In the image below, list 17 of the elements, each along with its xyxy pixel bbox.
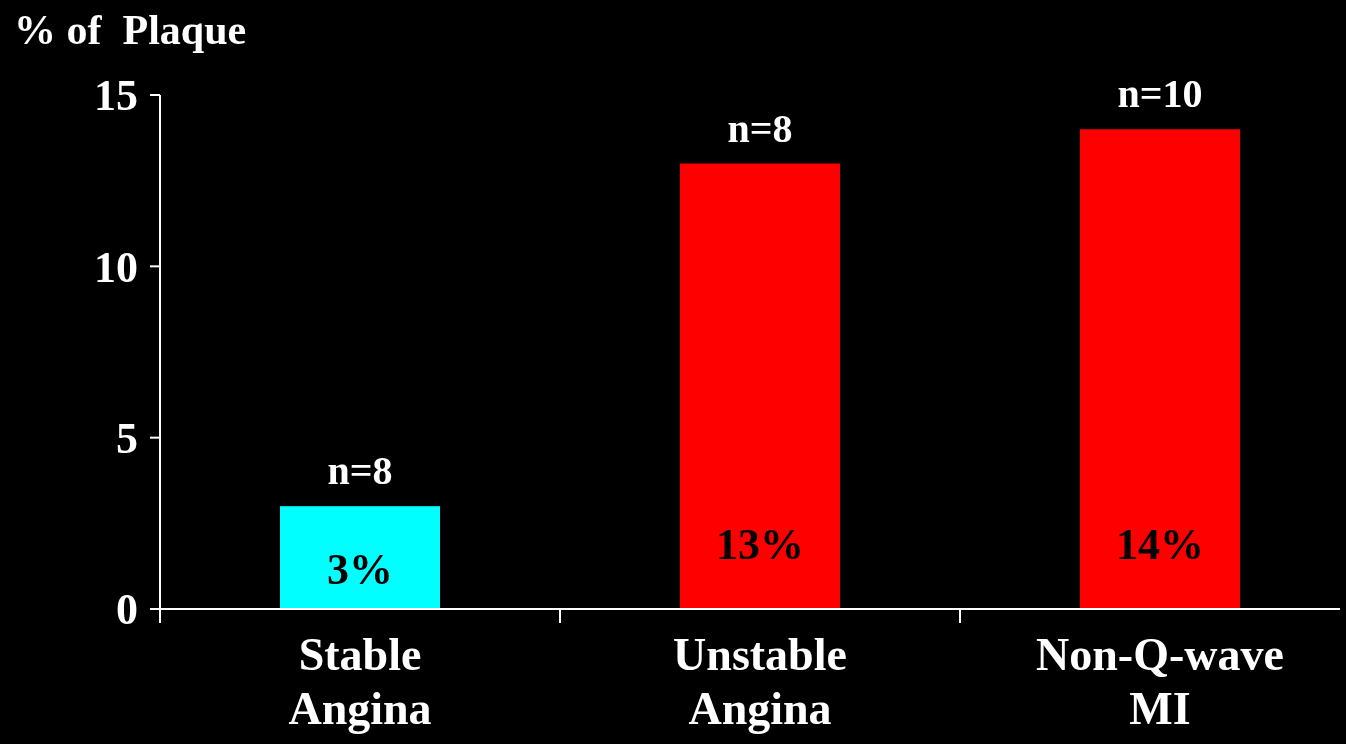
data-label: 14% (1116, 520, 1204, 569)
y-tick-label: 5 (116, 414, 138, 464)
annotation: n=8 (327, 448, 393, 494)
data-label: 13% (716, 520, 804, 569)
bar (1080, 129, 1240, 609)
x-tick-label: Non-Q-wave MI (1036, 629, 1284, 734)
x-tick-label: Stable Angina (288, 629, 432, 734)
bar (280, 506, 440, 609)
y-tick-label: 10 (94, 242, 138, 292)
y-axis-title: % of Plaque (14, 7, 247, 53)
y-tick-label: 0 (116, 585, 138, 635)
x-tick-label: Unstable Angina (673, 629, 847, 734)
annotation: n=10 (1117, 71, 1203, 117)
bar (680, 163, 840, 609)
annotation: n=8 (727, 105, 793, 151)
data-label: 3% (327, 545, 393, 595)
y-tick-label: 15 (94, 71, 138, 121)
